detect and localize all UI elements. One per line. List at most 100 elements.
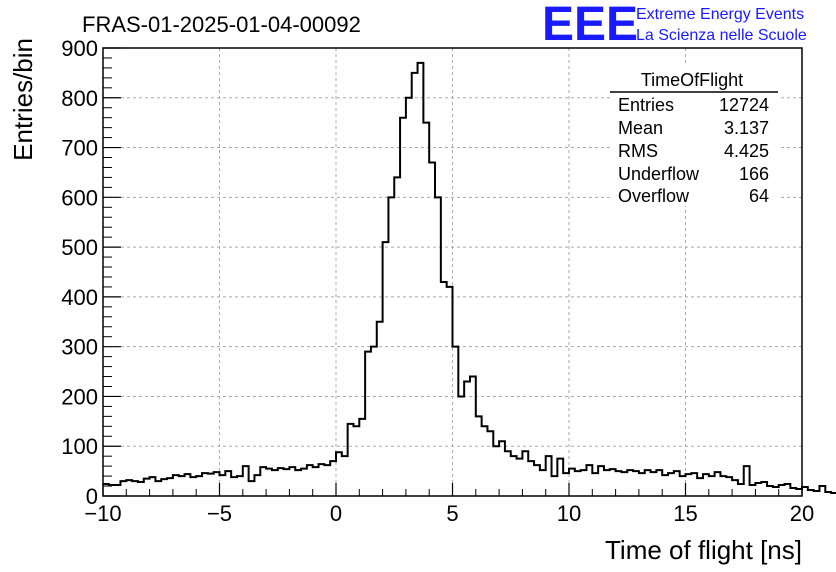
y-tick-label: 300 — [61, 335, 98, 360]
x-axis-title: Time of flight [ns] — [605, 535, 802, 565]
stats-box: TimeOfFlight Entries 12724 Mean 3.137 RM… — [610, 66, 778, 206]
histogram-bin — [540, 470, 546, 496]
histogram-bin — [686, 474, 692, 496]
y-tick-label: 100 — [61, 434, 98, 459]
histogram-bin — [359, 419, 365, 496]
histogram-bin — [709, 476, 715, 496]
x-tick-label: 20 — [790, 501, 814, 526]
axis-ticks — [102, 47, 803, 497]
histogram-bin — [324, 465, 330, 496]
histogram-bin — [796, 489, 802, 496]
histogram-bin — [720, 476, 726, 496]
histogram-bin — [342, 456, 348, 496]
histogram-bin — [394, 177, 400, 496]
histogram-bin — [190, 477, 196, 496]
histogram-bin — [208, 474, 214, 496]
histogram-bin — [651, 472, 657, 496]
stats-mean-value: 3.137 — [724, 118, 769, 138]
histogram-bin — [115, 485, 121, 496]
histogram-bin — [750, 485, 756, 496]
histogram-bin — [377, 322, 383, 496]
histogram-bin — [621, 472, 627, 496]
histogram-bin — [511, 456, 517, 496]
stats-entries-value: 12724 — [719, 95, 769, 115]
histogram-bin — [604, 470, 610, 496]
histogram-bin — [353, 426, 359, 496]
stats-box-name: TimeOfFlight — [641, 70, 743, 90]
histogram-bin — [289, 467, 295, 496]
y-tick-label: 200 — [61, 384, 98, 409]
histogram-bin — [528, 461, 534, 496]
x-tick-label: 10 — [557, 501, 581, 526]
histogram-bin — [138, 482, 144, 496]
histogram-bin — [738, 484, 744, 496]
histogram-bin — [680, 476, 686, 496]
histogram-bin — [418, 63, 424, 496]
histogram-bin — [249, 481, 255, 496]
histogram — [103, 61, 836, 496]
histogram-bin — [266, 469, 272, 496]
histogram-bin — [272, 470, 278, 496]
histogram-bin — [505, 451, 511, 496]
histogram-bin — [295, 470, 301, 496]
histogram-bin — [231, 477, 237, 496]
histogram-bin — [476, 416, 482, 496]
histogram-bin — [458, 396, 464, 496]
x-tick-label: 5 — [446, 501, 458, 526]
eee-logo: EEE Extreme Energy Events La Scienza nel… — [542, 0, 807, 51]
x-tick-labels: −10 −5 0 5 10 15 20 — [84, 501, 814, 526]
histogram-bin — [313, 467, 319, 496]
y-tick-label: 600 — [61, 185, 98, 210]
histogram-bin — [371, 347, 377, 496]
histogram-bin — [668, 473, 674, 496]
histogram-bin — [616, 471, 622, 496]
histogram-bin — [563, 473, 569, 496]
histogram-bin — [662, 475, 668, 496]
y-tick-label: 800 — [61, 86, 98, 111]
histogram-bin — [517, 459, 523, 496]
histogram-outline — [103, 61, 836, 495]
histogram-bin — [633, 471, 639, 496]
histogram-bin — [552, 476, 558, 496]
x-tick-label: −10 — [84, 501, 121, 526]
histogram-bin — [610, 469, 616, 496]
histogram-bin — [319, 464, 325, 496]
histogram-bin — [196, 476, 202, 496]
histogram-bin — [482, 426, 488, 496]
histogram-bin — [167, 478, 173, 496]
histogram-bin — [301, 469, 307, 496]
histogram-bin — [581, 470, 587, 496]
x-tick-label: 0 — [330, 501, 342, 526]
stats-underflow-value: 166 — [739, 164, 769, 184]
stats-box-frame — [610, 66, 778, 206]
x-tick-label: −5 — [207, 501, 232, 526]
histogram-bin — [423, 123, 429, 496]
histogram-bin — [330, 461, 336, 496]
y-tick-label: 400 — [61, 285, 98, 310]
histogram-bin — [220, 475, 226, 496]
y-axis-title: Entries/bin — [8, 38, 38, 161]
histogram-bin — [464, 382, 470, 496]
histogram-bin — [278, 468, 284, 496]
y-tick-label: 0 — [86, 484, 98, 509]
y-tick-labels: 0 100 200 300 400 500 600 700 800 900 — [61, 36, 98, 509]
stats-rms-value: 4.425 — [724, 141, 769, 161]
histogram-bin — [773, 487, 779, 496]
chart-title: FRAS-01-2025-01-04-00092 — [82, 12, 361, 37]
y-tick-label: 700 — [61, 136, 98, 161]
histogram-bin — [284, 469, 290, 496]
histogram-bin — [627, 470, 633, 496]
histogram-bin — [237, 476, 243, 496]
histogram-bin — [429, 162, 435, 496]
stats-underflow-label: Underflow — [618, 164, 700, 184]
histogram-bin — [412, 73, 418, 496]
histogram-bin — [126, 480, 132, 496]
histogram-bin — [179, 476, 185, 496]
histogram-bin — [592, 473, 598, 496]
logo-line-2: La Scienza nelle Scuole — [636, 27, 807, 44]
stats-rms-label: RMS — [618, 141, 658, 161]
histogram-bin — [307, 465, 313, 496]
stats-mean-label: Mean — [618, 118, 663, 138]
histogram-bin — [441, 282, 447, 496]
